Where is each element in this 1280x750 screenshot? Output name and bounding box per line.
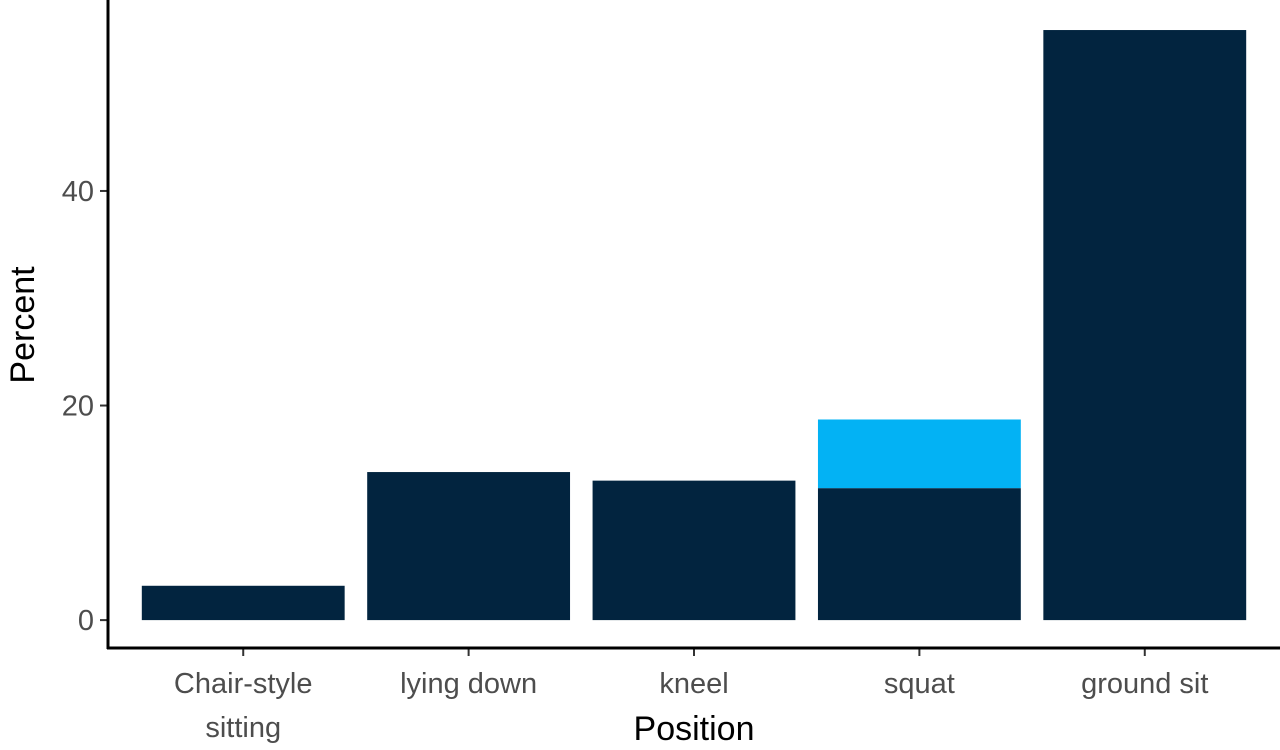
bar-segment [592,480,796,621]
x-tick-label: kneel [659,668,729,700]
bar-segment [817,488,1021,621]
x-tick-label: squat [883,668,955,700]
y-tick-label: 0 [78,605,94,637]
bar-segment [1043,30,1247,621]
bar-segment [817,419,1021,489]
x-tick-label: lying down [400,668,538,700]
y-axis-title: Percent [4,266,42,384]
bar-segment [141,585,345,621]
bar-segment [367,472,571,621]
x-axis-title: Position [634,710,755,748]
x-tick-label: ground sit [1081,668,1209,700]
y-tick-label: 40 [62,176,94,208]
y-tick-label: 20 [62,391,94,423]
x-tick-label: Chair-style sitting [173,668,313,744]
